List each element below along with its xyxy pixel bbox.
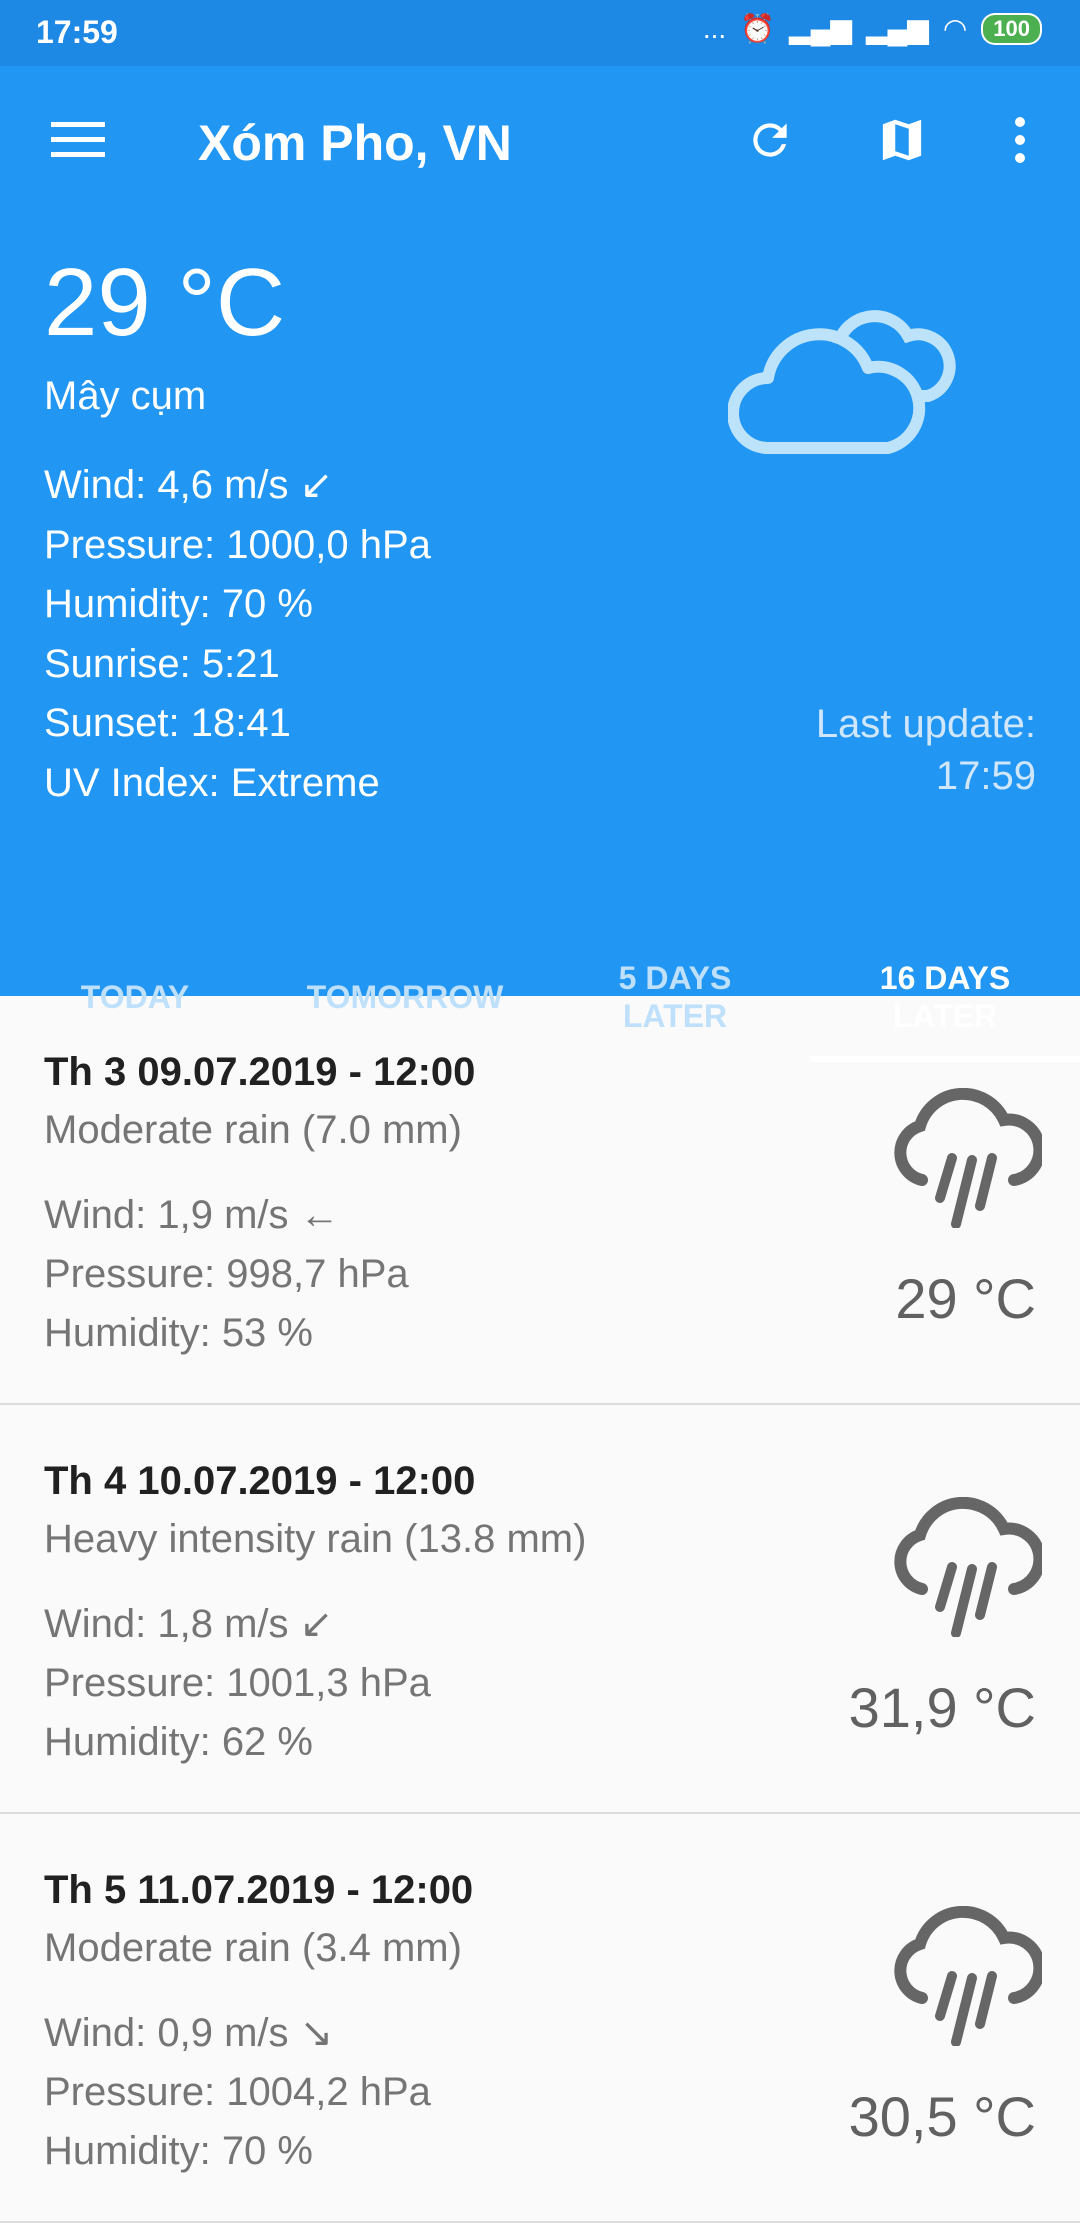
last-update-label: Last update: — [815, 702, 1036, 746]
forecast-item[interactable]: Th 4 10.07.2019 - 12:00 Heavy intensity … — [0, 1405, 1080, 1814]
signal-icon-2: ▂▄▆ — [865, 13, 929, 44]
tab-5-days-later[interactable]: 5 DAYS LATER — [540, 932, 810, 1062]
forecast-humidity: Humidity: 53 % — [44, 1311, 313, 1355]
current-description: Mây cụm — [44, 374, 207, 418]
last-update-time: 17:59 — [935, 754, 1036, 798]
forecast-item[interactable]: Th 3 09.07.2019 - 12:00 Moderate rain (7… — [0, 996, 1080, 1405]
tab-16-days-later[interactable]: 16 DAYS LATER — [810, 932, 1080, 1062]
forecast-pressure: Pressure: 1004,2 hPa — [44, 2070, 431, 2114]
forecast-date: Th 3 09.07.2019 - 12:00 — [44, 1050, 476, 1094]
forecast-item[interactable]: Th 5 11.07.2019 - 12:00 Moderate rain (3… — [0, 1814, 1080, 2223]
signal-icon: ▂▄▆ — [789, 13, 852, 44]
current-wind: Wind: 4,6 m/s ↙ — [44, 463, 334, 507]
menu-icon[interactable] — [48, 110, 108, 170]
cloud-icon — [728, 310, 956, 454]
forecast-description: Heavy intensity rain (13.8 mm) — [44, 1517, 587, 1561]
location-title: Xóm Pho, VN — [198, 115, 512, 171]
alarm-icon: ⏰ — [740, 13, 776, 44]
current-sunset: Sunset: 18:41 — [44, 701, 291, 745]
tab-label: 5 DAYS LATER — [618, 960, 732, 1034]
forecast-temperature: 31,9 °C — [848, 1676, 1036, 1739]
current-sunrise: Sunrise: 5:21 — [44, 641, 280, 686]
forecast-wind: Wind: 1,8 m/s ↙ — [44, 1602, 334, 1646]
status-bar: 17:59 ... ⏰ ▂▄▆ ▂▄▆ ◠ 100 — [0, 0, 1080, 66]
forecast-pressure: Pressure: 998,7 hPa — [44, 1252, 409, 1296]
current-pressure: Pressure: 1000,0 hPa — [44, 522, 431, 567]
rain-icon — [894, 1088, 1042, 1228]
forecast-pressure: Pressure: 1001,3 hPa — [44, 1661, 431, 1705]
forecast-temperature: 29 °C — [895, 1267, 1036, 1330]
forecast-description: Moderate rain (7.0 mm) — [44, 1108, 462, 1152]
status-time: 17:59 — [36, 14, 118, 50]
tab-tomorrow[interactable]: TOMORROW — [306, 979, 504, 1015]
forecast-list: Th 3 09.07.2019 - 12:00 Moderate rain (7… — [0, 996, 1080, 2223]
forecast-description: Moderate rain (3.4 mm) — [44, 1926, 462, 1970]
forecast-humidity: Humidity: 62 % — [44, 1720, 313, 1764]
forecast-wind: Wind: 1,9 m/s ← — [44, 1193, 340, 1237]
tab-today[interactable]: TODAY — [80, 979, 190, 1015]
map-icon[interactable] — [872, 110, 932, 170]
refresh-icon[interactable] — [740, 110, 800, 170]
battery-icon: 100 — [981, 12, 1042, 45]
forecast-date: Th 5 11.07.2019 - 12:00 — [44, 1868, 474, 1912]
forecast-wind: Wind: 0,9 m/s ↘ — [44, 2011, 334, 2055]
current-humidity: Humidity: 70 % — [44, 582, 313, 626]
rain-icon — [894, 1497, 1042, 1637]
more-vert-icon[interactable] — [990, 110, 1050, 170]
forecast-temperature: 30,5 °C — [848, 2085, 1036, 2148]
tab-label: 16 DAYS LATER — [879, 960, 1011, 1034]
current-uv: UV Index: Extreme — [44, 760, 380, 805]
wifi-icon: ◠ — [942, 13, 968, 44]
rain-icon — [894, 1906, 1042, 2046]
more-notifications-icon: ... — [702, 12, 727, 44]
current-weather-header: Xóm Pho, VN 29 °C Mây cụm Wind: 4,6 m/s … — [0, 66, 1080, 1062]
forecast-date: Th 4 10.07.2019 - 12:00 — [44, 1459, 476, 1503]
current-temperature: 29 °C — [44, 249, 286, 356]
tab-bar: TODAY TOMORROW 5 DAYS LATER 16 DAYS LATE… — [0, 932, 1080, 1062]
forecast-humidity: Humidity: 70 % — [44, 2129, 313, 2173]
